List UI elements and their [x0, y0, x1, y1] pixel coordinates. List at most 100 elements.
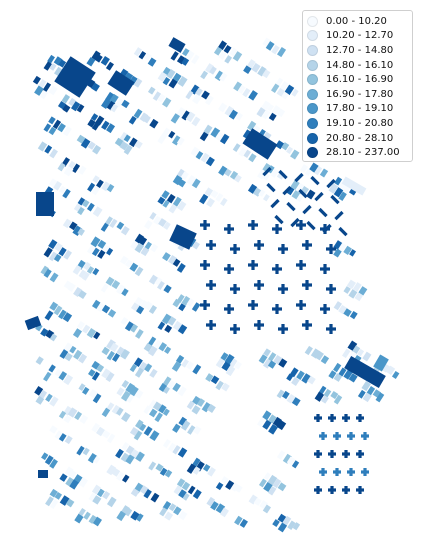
legend-label: 10.20 - 12.70	[326, 30, 394, 42]
building	[228, 109, 238, 120]
building	[62, 218, 72, 229]
legend-swatch	[307, 103, 318, 115]
building	[59, 495, 70, 506]
building	[262, 166, 272, 177]
building	[45, 496, 54, 507]
building	[290, 179, 300, 190]
building	[63, 249, 72, 260]
building	[209, 280, 213, 290]
building	[381, 363, 390, 373]
building	[78, 477, 89, 488]
building	[304, 345, 313, 356]
building	[320, 355, 330, 365]
building	[375, 392, 385, 403]
legend-swatch	[307, 74, 318, 86]
building	[190, 146, 200, 157]
building	[57, 122, 66, 133]
building	[276, 420, 287, 431]
building	[267, 474, 278, 486]
building	[144, 219, 153, 230]
building	[199, 131, 209, 142]
legend-label: 28.10 - 237.00	[326, 147, 400, 159]
building	[109, 218, 118, 229]
legend-entry: 19.10 - 20.80	[307, 116, 408, 131]
building	[168, 503, 177, 512]
building	[45, 393, 53, 402]
building	[291, 88, 299, 97]
building	[92, 206, 103, 217]
building	[172, 298, 181, 308]
building	[43, 371, 52, 382]
building	[139, 485, 149, 495]
building	[92, 393, 102, 404]
building	[143, 342, 153, 352]
building	[296, 194, 304, 203]
building	[302, 204, 312, 215]
building	[268, 112, 277, 121]
building	[229, 358, 238, 368]
building	[139, 423, 147, 432]
building	[47, 54, 55, 64]
building	[349, 249, 357, 257]
building	[218, 72, 228, 82]
building	[289, 367, 299, 378]
building	[257, 320, 261, 330]
building	[203, 124, 213, 135]
building	[116, 407, 124, 416]
building	[267, 360, 277, 369]
building	[38, 390, 48, 399]
building	[149, 118, 159, 129]
building	[262, 172, 270, 181]
building	[87, 141, 96, 150]
building	[177, 76, 188, 87]
building	[352, 282, 362, 292]
building	[97, 239, 107, 249]
building	[92, 516, 102, 527]
building	[192, 395, 201, 405]
building	[273, 354, 283, 365]
building	[168, 255, 178, 265]
building	[185, 111, 196, 123]
building	[83, 261, 91, 271]
building	[105, 91, 115, 103]
building	[169, 224, 197, 250]
building	[77, 197, 86, 206]
building	[305, 189, 316, 200]
building	[177, 447, 188, 458]
building	[159, 507, 168, 517]
building	[262, 419, 272, 430]
building	[106, 464, 117, 476]
building	[88, 514, 97, 524]
building	[321, 395, 329, 404]
building	[329, 324, 333, 334]
building	[182, 492, 190, 501]
building	[149, 408, 158, 418]
building	[91, 371, 100, 381]
building	[219, 507, 229, 518]
building	[129, 364, 138, 373]
building	[157, 196, 166, 205]
legend-swatch	[307, 147, 318, 159]
building	[213, 46, 223, 56]
building	[192, 489, 202, 500]
building	[316, 414, 320, 422]
building	[204, 187, 214, 197]
building	[93, 331, 101, 340]
building	[223, 44, 232, 54]
building	[176, 55, 186, 65]
building	[45, 329, 55, 339]
building	[121, 441, 130, 451]
legend-label: 19.10 - 20.80	[326, 117, 394, 129]
building	[48, 116, 56, 125]
building	[234, 515, 243, 526]
building	[34, 85, 44, 96]
building	[105, 371, 115, 383]
building	[148, 305, 158, 315]
building	[76, 134, 86, 144]
building	[144, 301, 153, 311]
building	[300, 164, 309, 173]
building	[275, 304, 279, 314]
building	[203, 300, 207, 310]
building	[333, 362, 342, 373]
building	[130, 302, 140, 312]
